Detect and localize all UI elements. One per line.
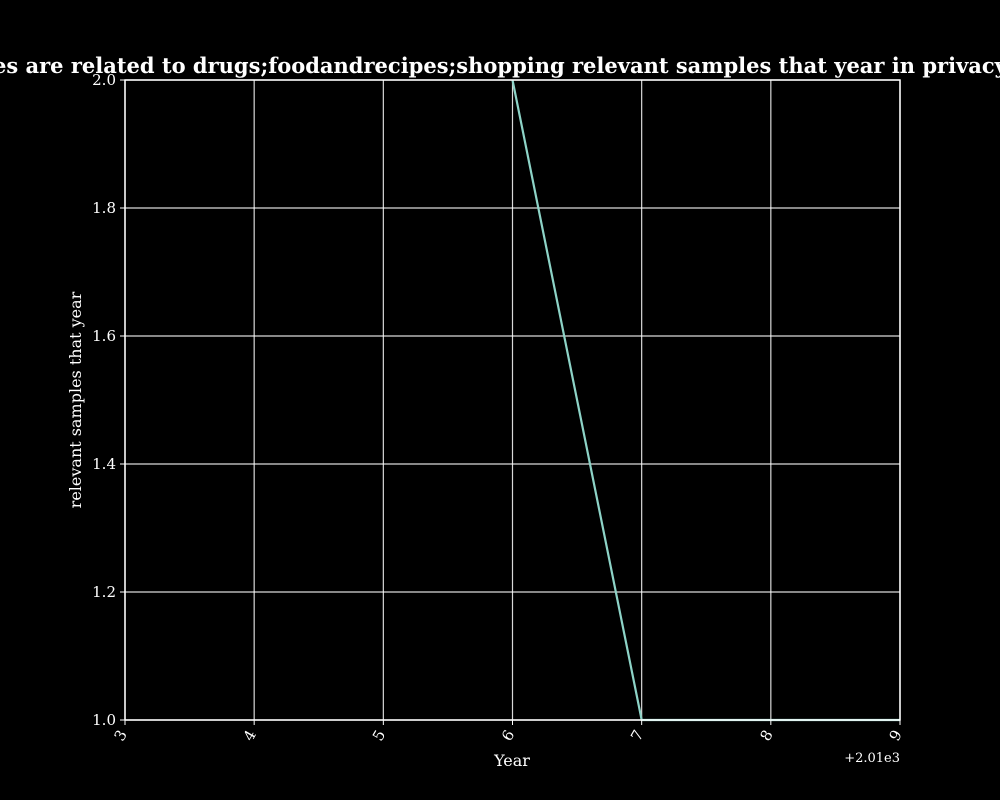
x-tick-label: 3 (110, 727, 130, 744)
x-tick-label: 9 (885, 727, 905, 744)
y-tick-label: 2.0 (92, 71, 116, 89)
y-tick-label: 1.8 (92, 199, 116, 217)
y-tick-label: 1.0 (92, 711, 116, 729)
y-axis-label: relevant samples that year (66, 291, 85, 508)
series-layer (511, 79, 900, 722)
chart-title: n categories are related to drugs;foodan… (0, 53, 1000, 78)
x-tick-label: 7 (627, 727, 647, 744)
x-tick-label: 4 (240, 727, 260, 744)
series-line-0 (511, 79, 900, 722)
ticks: 3 4 5 6 7 8 9 1.0 1.2 1.4 1.6 1.8 2.0 (92, 71, 906, 744)
x-tick-label: 6 (498, 727, 518, 744)
y-tick-label: 1.2 (92, 583, 116, 601)
x-axis-label: Year (493, 751, 530, 770)
x-axis-offset-label: +2.01e3 (844, 751, 900, 766)
y-tick-label: 1.4 (92, 455, 116, 473)
grid (124, 79, 901, 721)
x-tick-label: 8 (756, 727, 776, 744)
y-tick-label: 1.6 (92, 327, 116, 345)
x-tick-label: 5 (369, 727, 389, 744)
